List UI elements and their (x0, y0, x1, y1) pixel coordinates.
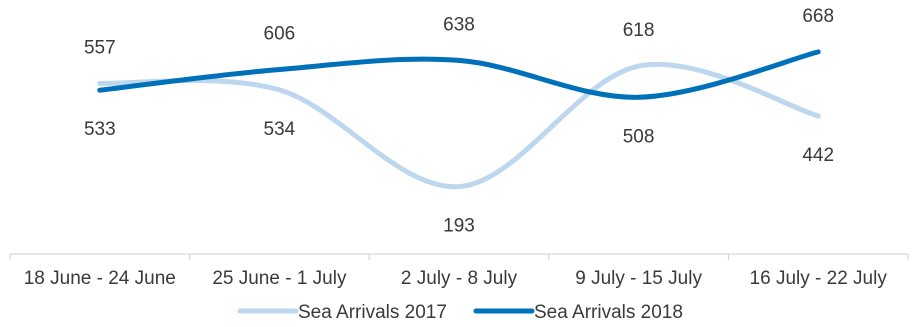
data-label: 442 (802, 145, 834, 166)
x-tick-label: 25 June - 1 July (212, 268, 347, 289)
legend: Sea Arrivals 2017 Sea Arrivals 2018 (237, 302, 683, 323)
data-label: 508 (623, 126, 655, 147)
x-tick-label: 16 July - 22 July (750, 268, 888, 289)
x-tick-label: 18 June - 24 June (24, 268, 176, 289)
data-label: 533 (84, 119, 116, 140)
x-axis-ticks (9, 254, 909, 260)
x-tick-label: 9 July - 15 July (575, 268, 702, 289)
legend-label: Sea Arrivals 2018 (534, 302, 683, 323)
x-axis-labels: 18 June - 24 June 25 June - 1 July 2 July … (24, 268, 888, 289)
x-tick-label: 2 July - 8 July (401, 268, 518, 289)
series-lines (97, 49, 821, 190)
series-line-2 (97, 49, 821, 100)
data-label: 668 (802, 6, 834, 27)
data-label: 606 (264, 23, 296, 44)
legend-label: Sea Arrivals 2017 (298, 302, 447, 323)
data-label: 618 (623, 20, 655, 41)
data-labels: 557 533 534 606 193 638 618 508 442 668 (84, 6, 834, 237)
series-line-1 (97, 62, 821, 190)
data-label: 638 (443, 14, 475, 35)
data-label: 193 (443, 216, 475, 237)
data-label: 557 (84, 37, 116, 58)
data-label: 534 (264, 119, 296, 140)
